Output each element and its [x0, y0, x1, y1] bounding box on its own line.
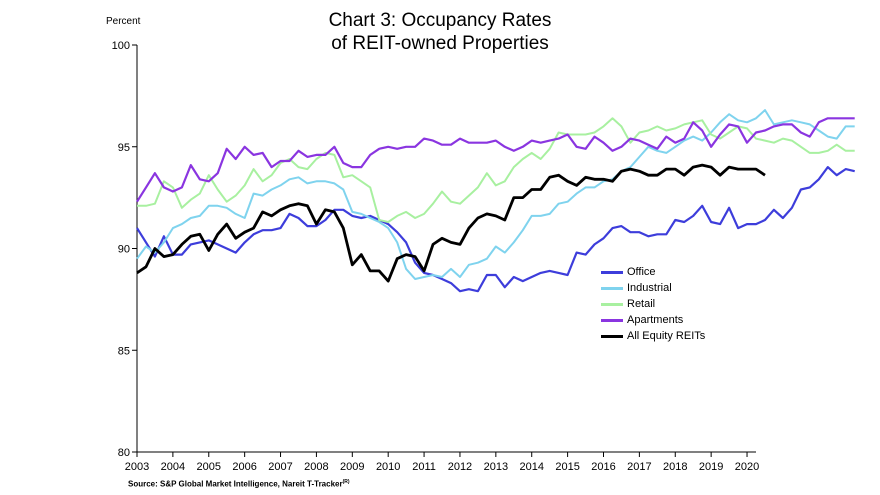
chart-title-line-1: Chart 3: Occupancy Rates [328, 10, 552, 31]
source-text: Source: S&P Global Market Intelligence, … [128, 479, 343, 489]
legend-swatch [601, 318, 623, 322]
x-tick-label: 2005 [197, 461, 221, 473]
legend-swatch [601, 270, 623, 274]
x-tick-label: 2011 [412, 461, 436, 473]
x-tick-label: 2013 [484, 461, 508, 473]
x-tick-label: 2006 [232, 461, 256, 473]
source-note: Source: S&P Global Market Intelligence, … [128, 479, 350, 489]
x-tick-label: 2004 [161, 461, 185, 473]
y-tick-label: 95 [118, 142, 130, 154]
source-superscript: (R) [342, 479, 350, 485]
legend-swatch [601, 302, 623, 306]
legend-item-office: Office [601, 264, 705, 280]
legend-label: Retail [627, 298, 656, 310]
series-line-apartments [136, 117, 855, 203]
series-line-industrial [136, 109, 855, 280]
chart-legend: Office Industrial Retail Apartments All Equi… [601, 264, 705, 344]
series-line-office [136, 166, 855, 293]
x-tick-label: 2007 [268, 461, 292, 473]
legend-label: Industrial [627, 282, 672, 294]
x-tick-label: 2016 [591, 461, 615, 473]
chart-title-line-2: of REIT-owned Properties [331, 33, 549, 54]
x-tick-label: 2003 [125, 461, 149, 473]
y-axis-label: Percent [106, 16, 141, 27]
x-tick-label: 2020 [735, 461, 759, 473]
x-tick-label: 2010 [376, 461, 400, 473]
x-tick-label: 2015 [555, 461, 579, 473]
legend-swatch [601, 334, 623, 338]
x-tick-label: 2012 [448, 461, 472, 473]
series-line-retail [137, 117, 855, 223]
legend-item-all-equity-reits: All Equity REITs [601, 328, 705, 344]
legend-swatch [601, 286, 623, 290]
x-tick-label: 2019 [699, 461, 723, 473]
legend-item-retail: Retail [601, 296, 705, 312]
series-line-all-equity-reits [136, 163, 766, 283]
x-tick-label: 2014 [519, 461, 543, 473]
x-tick-label: 2009 [340, 461, 364, 473]
x-tick-label: 2018 [663, 461, 687, 473]
y-tick-label: 85 [118, 345, 130, 357]
x-tick-label: 2017 [627, 461, 651, 473]
legend-item-apartments: Apartments [601, 312, 705, 328]
legend-item-industrial: Industrial [601, 280, 705, 296]
y-tick-label: 90 [118, 244, 130, 256]
chart-title: Chart 3: Occupancy Rates of REIT-owned P… [250, 9, 630, 55]
legend-label: All Equity REITs [627, 330, 706, 342]
legend-label: Apartments [627, 314, 684, 326]
y-tick-label: 80 [118, 447, 130, 459]
x-tick-label: 2008 [304, 461, 328, 473]
legend-label: Office [627, 266, 656, 278]
y-tick-label: 100 [112, 40, 130, 52]
